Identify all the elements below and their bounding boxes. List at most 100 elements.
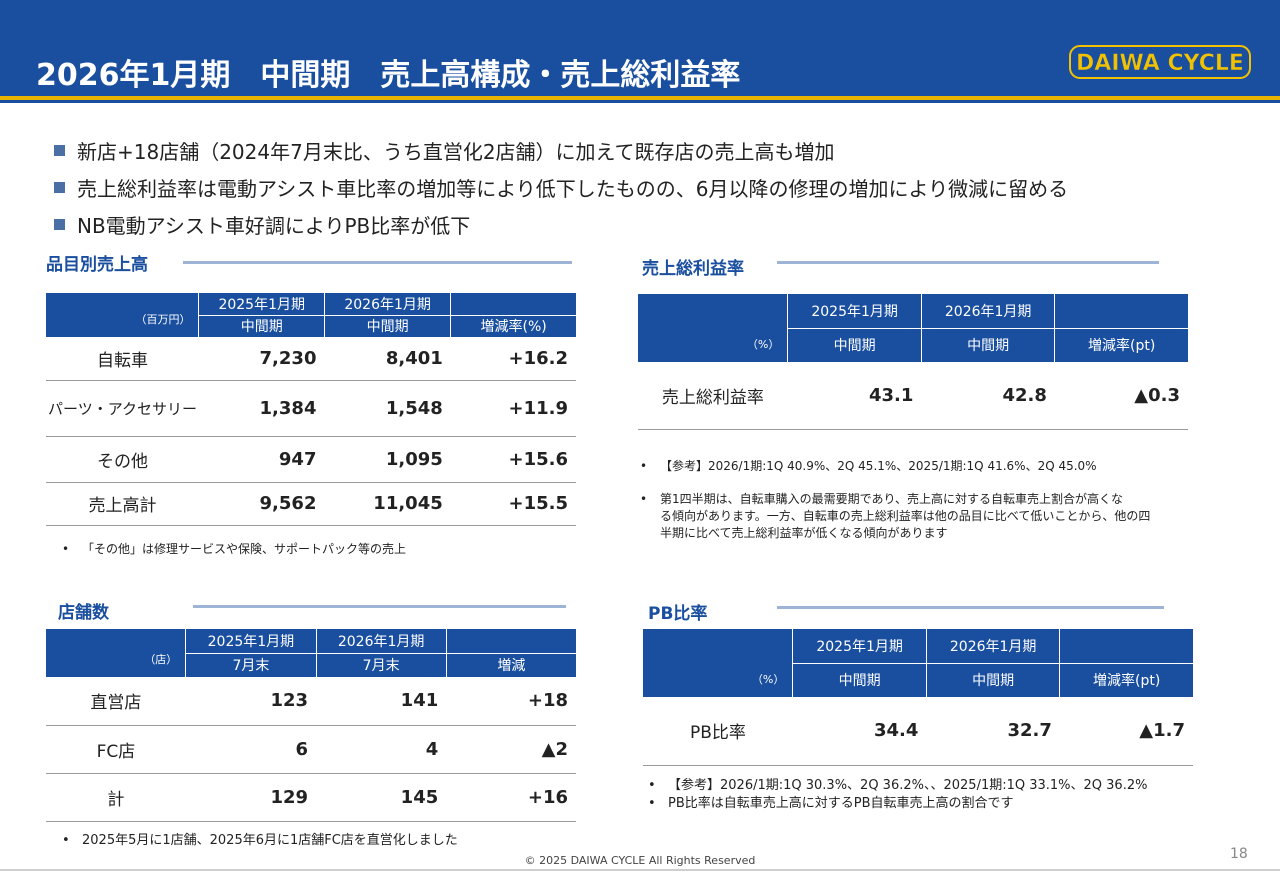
value-2025: 9,562 <box>198 482 325 526</box>
margin-change-header: 増減率(pt) <box>1054 327 1188 362</box>
note-text: 第1四半期は、自転車購入の最需要期であり、売上高に対する自転車売上割合が高くな <box>660 492 1124 506</box>
margin-col1-header: 2025年1月期 <box>787 294 922 328</box>
row-label: パーツ・アクセサリー <box>46 380 199 437</box>
sales-col1-header: 2025年1月期 <box>198 293 325 315</box>
table-row: パーツ・アクセサリー 1,384 1,548 +11.9 <box>46 380 576 437</box>
summary-bullets: 新店+18店舗（2024年7月末比、うち直営化2店舗）に加えて既存店の売上高も増… <box>54 132 1068 243</box>
logo-text: DAIWA CYCLE <box>1076 51 1244 76</box>
value-2025: 1,384 <box>198 380 325 437</box>
header-bar <box>0 0 1280 96</box>
bullet-item: NB電動アシスト車好調によりPB比率が低下 <box>54 206 1068 243</box>
value-change: +16 <box>446 773 576 822</box>
square-bullet-icon <box>54 145 65 156</box>
value-2026: 8,401 <box>324 337 451 381</box>
value-2025: 6 <box>185 725 317 774</box>
value-change: ▲0.3 <box>1054 362 1188 430</box>
table-row: 自転車 7,230 8,401 +16.2 <box>46 337 576 381</box>
sales-col2-subheader: 中間期 <box>323 314 451 337</box>
margin-unit: （%） <box>638 294 788 362</box>
square-bullet-icon <box>54 182 65 193</box>
row-label: 売上高計 <box>46 482 199 526</box>
pb-unit: （%） <box>643 629 793 697</box>
stores-col2-subheader: 7月末 <box>315 652 447 677</box>
value-2025: 34.4 <box>792 697 927 766</box>
value-2026: 141 <box>316 677 447 726</box>
stores-note: • 2025年5月に1店舗、2025年6月に1店舗FC店を直営化しました <box>62 833 458 848</box>
stores-col1-subheader: 7月末 <box>185 652 317 677</box>
bullet-text: NB電動アシスト車好調によりPB比率が低下 <box>77 214 471 238</box>
table-row: 売上総利益率 43.1 42.8 ▲0.3 <box>638 362 1188 430</box>
sales-note: • 「その他」は修理サービスや保険、サポートパック等の売上 <box>62 542 407 556</box>
table-row: 直営店 123 141 +18 <box>46 677 576 726</box>
stores-section-line <box>193 605 566 608</box>
table-row: 売上高計 9,562 11,045 +15.5 <box>46 482 576 526</box>
value-change: ▲1.7 <box>1059 697 1193 766</box>
bullet-item: 売上総利益率は電動アシスト車比率の増加等により低下したものの、6月以降の修理の増… <box>54 169 1068 206</box>
bullet-text: 売上総利益率は電動アシスト車比率の増加等により低下したものの、6月以降の修理の増… <box>77 177 1069 201</box>
value-2026: 11,045 <box>324 482 451 526</box>
margin-section-line <box>777 261 1159 264</box>
value-change: +15.5 <box>450 482 576 526</box>
sales-col2-header: 2026年1月期 <box>323 293 451 315</box>
sales-unit: （百万円） <box>46 293 199 337</box>
value-change: +11.9 <box>450 380 576 437</box>
value-2026: 42.8 <box>921 362 1055 430</box>
note-text: 【参考】2026/1期:1Q 30.3%、2Q 36.2%、、2025/1期:1… <box>668 778 1148 793</box>
table-row: FC店 6 4 ▲2 <box>46 725 576 774</box>
row-label: 直営店 <box>46 677 186 726</box>
pb-col1-header: 2025年1月期 <box>792 629 927 663</box>
value-2026: 1,095 <box>324 436 451 483</box>
row-label: FC店 <box>46 725 186 774</box>
pb-notes: • 【参考】2026/1期:1Q 30.3%、2Q 36.2%、、2025/1期:… <box>648 778 1148 811</box>
sales-table: （百万円） 2025年1月期 2026年1月期 中間期 中間期 増減率(%) 自… <box>46 293 576 526</box>
sales-col1-subheader: 中間期 <box>198 314 325 337</box>
stores-section-title: 店舗数 <box>58 603 109 623</box>
margin-col2-subheader: 中間期 <box>920 327 1055 362</box>
row-label: 売上総利益率 <box>638 362 788 430</box>
sales-change-header: 増減率(%) <box>450 314 576 337</box>
value-2026: 32.7 <box>926 697 1060 766</box>
note-text: PB比率は自転車売上高に対するPB自転車売上高の割合です <box>668 796 1014 811</box>
sales-section-line <box>183 261 572 264</box>
stores-col2-header: 2026年1月期 <box>315 629 447 653</box>
note-text: 半期に比べて売上総利益率が低くなる傾向があります <box>660 526 948 540</box>
margin-col2-header: 2026年1月期 <box>920 294 1055 328</box>
pb-col2-subheader: 中間期 <box>925 662 1060 697</box>
value-change: +15.6 <box>450 436 576 483</box>
value-2025: 947 <box>198 436 325 483</box>
row-label: PB比率 <box>643 697 793 766</box>
margin-note-1: • 【参考】2026/1期:1Q 40.9%、2Q 45.1%、2025/1期:1… <box>640 459 1097 473</box>
row-label: その他 <box>46 436 199 483</box>
daiwa-cycle-logo: DAIWA CYCLE <box>1069 45 1251 79</box>
header-underline <box>0 100 1280 103</box>
pb-table: （%） 2025年1月期 2026年1月期 中間期 中間期 増減率(pt) PB… <box>643 629 1193 766</box>
margin-table: （%） 2025年1月期 2026年1月期 中間期 中間期 増減率(pt) 売上… <box>638 294 1188 430</box>
table-row: その他 947 1,095 +15.6 <box>46 436 576 483</box>
note-text: 「その他」は修理サービスや保険、サポートパック等の売上 <box>82 542 407 556</box>
note-text: る傾向があります。一方、自転車の売上総利益率は他の品目に比べて低いことから、他の… <box>660 509 1151 523</box>
margin-section-title: 売上総利益率 <box>642 259 744 279</box>
row-label: 自転車 <box>46 337 199 381</box>
pb-section-line <box>777 606 1164 609</box>
value-2026: 1,548 <box>324 380 451 437</box>
value-2026: 4 <box>316 725 447 774</box>
bullet-text: 新店+18店舗（2024年7月末比、うち直営化2店舗）に加えて既存店の売上高も増… <box>77 140 835 164</box>
margin-note-2: • 第1四半期は、自転車購入の最需要期であり、売上高に対する自転車売上割合が高くな… <box>640 492 1151 540</box>
note-text: 2025年5月に1店舗、2025年6月に1店舗FC店を直営化しました <box>82 833 458 848</box>
value-2025: 43.1 <box>787 362 922 430</box>
square-bullet-icon <box>54 219 65 230</box>
stores-change-header: 増減 <box>445 652 576 677</box>
value-change: ▲2 <box>446 725 576 774</box>
table-row: PB比率 34.4 32.7 ▲1.7 <box>643 697 1193 766</box>
footer-line <box>0 869 1280 871</box>
value-2025: 129 <box>185 773 317 822</box>
value-2026: 145 <box>316 773 447 822</box>
value-change: +18 <box>446 677 576 726</box>
pb-section-title: PB比率 <box>648 604 708 624</box>
value-change: +16.2 <box>450 337 576 381</box>
stores-col1-header: 2025年1月期 <box>185 629 317 653</box>
row-label: 計 <box>46 773 186 822</box>
margin-col1-subheader: 中間期 <box>787 327 922 362</box>
page-title: 2026年1月期 中間期 売上高構成・売上総利益率 <box>36 58 741 93</box>
pb-col2-header: 2026年1月期 <box>925 629 1060 663</box>
